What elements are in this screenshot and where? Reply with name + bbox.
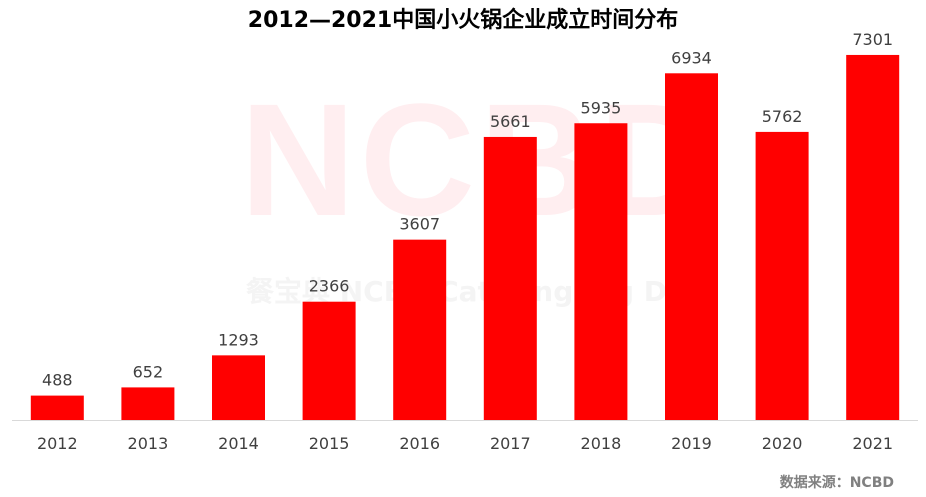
bar-2021 xyxy=(846,54,900,420)
bar-2020 xyxy=(755,131,809,420)
data-label-2016: 3607 xyxy=(399,215,440,234)
x-tick-label-2015: 2015 xyxy=(309,434,350,453)
x-tick-label-2018: 2018 xyxy=(581,434,622,453)
bar-2018 xyxy=(574,123,628,420)
source-note: 数据来源：NCBD xyxy=(779,475,894,491)
x-tick-label-2013: 2013 xyxy=(128,434,169,453)
data-label-2014: 1293 xyxy=(218,330,259,349)
data-label-2015: 2366 xyxy=(309,277,350,296)
x-tick-label-2017: 2017 xyxy=(490,434,531,453)
data-label-2013: 652 xyxy=(133,362,164,381)
data-label-2021: 7301 xyxy=(852,30,893,49)
x-tick-label-2021: 2021 xyxy=(852,434,893,453)
bar-2019 xyxy=(665,73,718,421)
bar-2016 xyxy=(393,239,447,420)
bar-2017 xyxy=(483,136,537,420)
bars-group: 488 2012 652 2013 1293 2014 2366 2015 3607 2016 56… xyxy=(30,30,900,453)
data-label-2018: 5935 xyxy=(581,98,622,117)
data-label-2012: 488 xyxy=(42,371,73,390)
x-tick-label-2020: 2020 xyxy=(762,434,803,453)
bar-2012 xyxy=(30,395,84,420)
data-label-2020: 5762 xyxy=(762,107,803,126)
x-tick-label-2014: 2014 xyxy=(218,434,259,453)
x-tick-label-2019: 2019 xyxy=(671,434,712,453)
data-label-2019: 6934 xyxy=(671,48,712,67)
bar-2014 xyxy=(212,355,265,420)
chart-title: 2012—2021中国小火锅企业成立时间分布 xyxy=(247,8,679,33)
bar-2013 xyxy=(121,387,175,420)
x-tick-label-2016: 2016 xyxy=(399,434,440,453)
data-label-2017: 5661 xyxy=(490,112,531,131)
x-tick-label-2012: 2012 xyxy=(37,434,78,453)
bar-2015 xyxy=(302,301,356,420)
